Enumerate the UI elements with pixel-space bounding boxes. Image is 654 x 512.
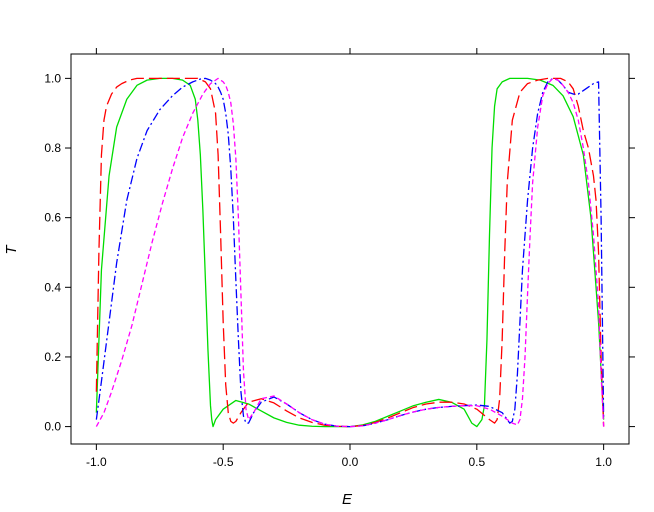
y-axis-title: T <box>3 244 20 255</box>
series-line-2 <box>95 77 605 428</box>
y-tick-label: 0.6 <box>44 211 61 225</box>
tick-layer: -1.0 -0.5 0.0 0.5 1.0 0.0 0.2 0.4 0.6 0.8 1.0 <box>44 48 635 469</box>
x-tick-label: 0.0 <box>342 455 359 469</box>
series-line-3 <box>95 77 605 428</box>
x-tick-label: 1.0 <box>595 455 612 469</box>
x-tick-label: -1.0 <box>86 455 107 469</box>
x-tick-label: 0.5 <box>468 455 485 469</box>
x-axis-title: E <box>342 491 353 508</box>
y-tick-label: 0.8 <box>44 141 61 155</box>
series-line-4 <box>95 77 605 428</box>
series-line-1 <box>95 77 605 428</box>
series-layer <box>95 77 605 428</box>
y-tick-label: 0.0 <box>44 420 61 434</box>
plot-frame <box>70 53 630 445</box>
y-tick-label: 0.2 <box>44 350 61 364</box>
x-tick-label: -0.5 <box>213 455 234 469</box>
y-tick-label: 1.0 <box>44 71 61 85</box>
y-tick-label: 0.4 <box>44 280 61 294</box>
